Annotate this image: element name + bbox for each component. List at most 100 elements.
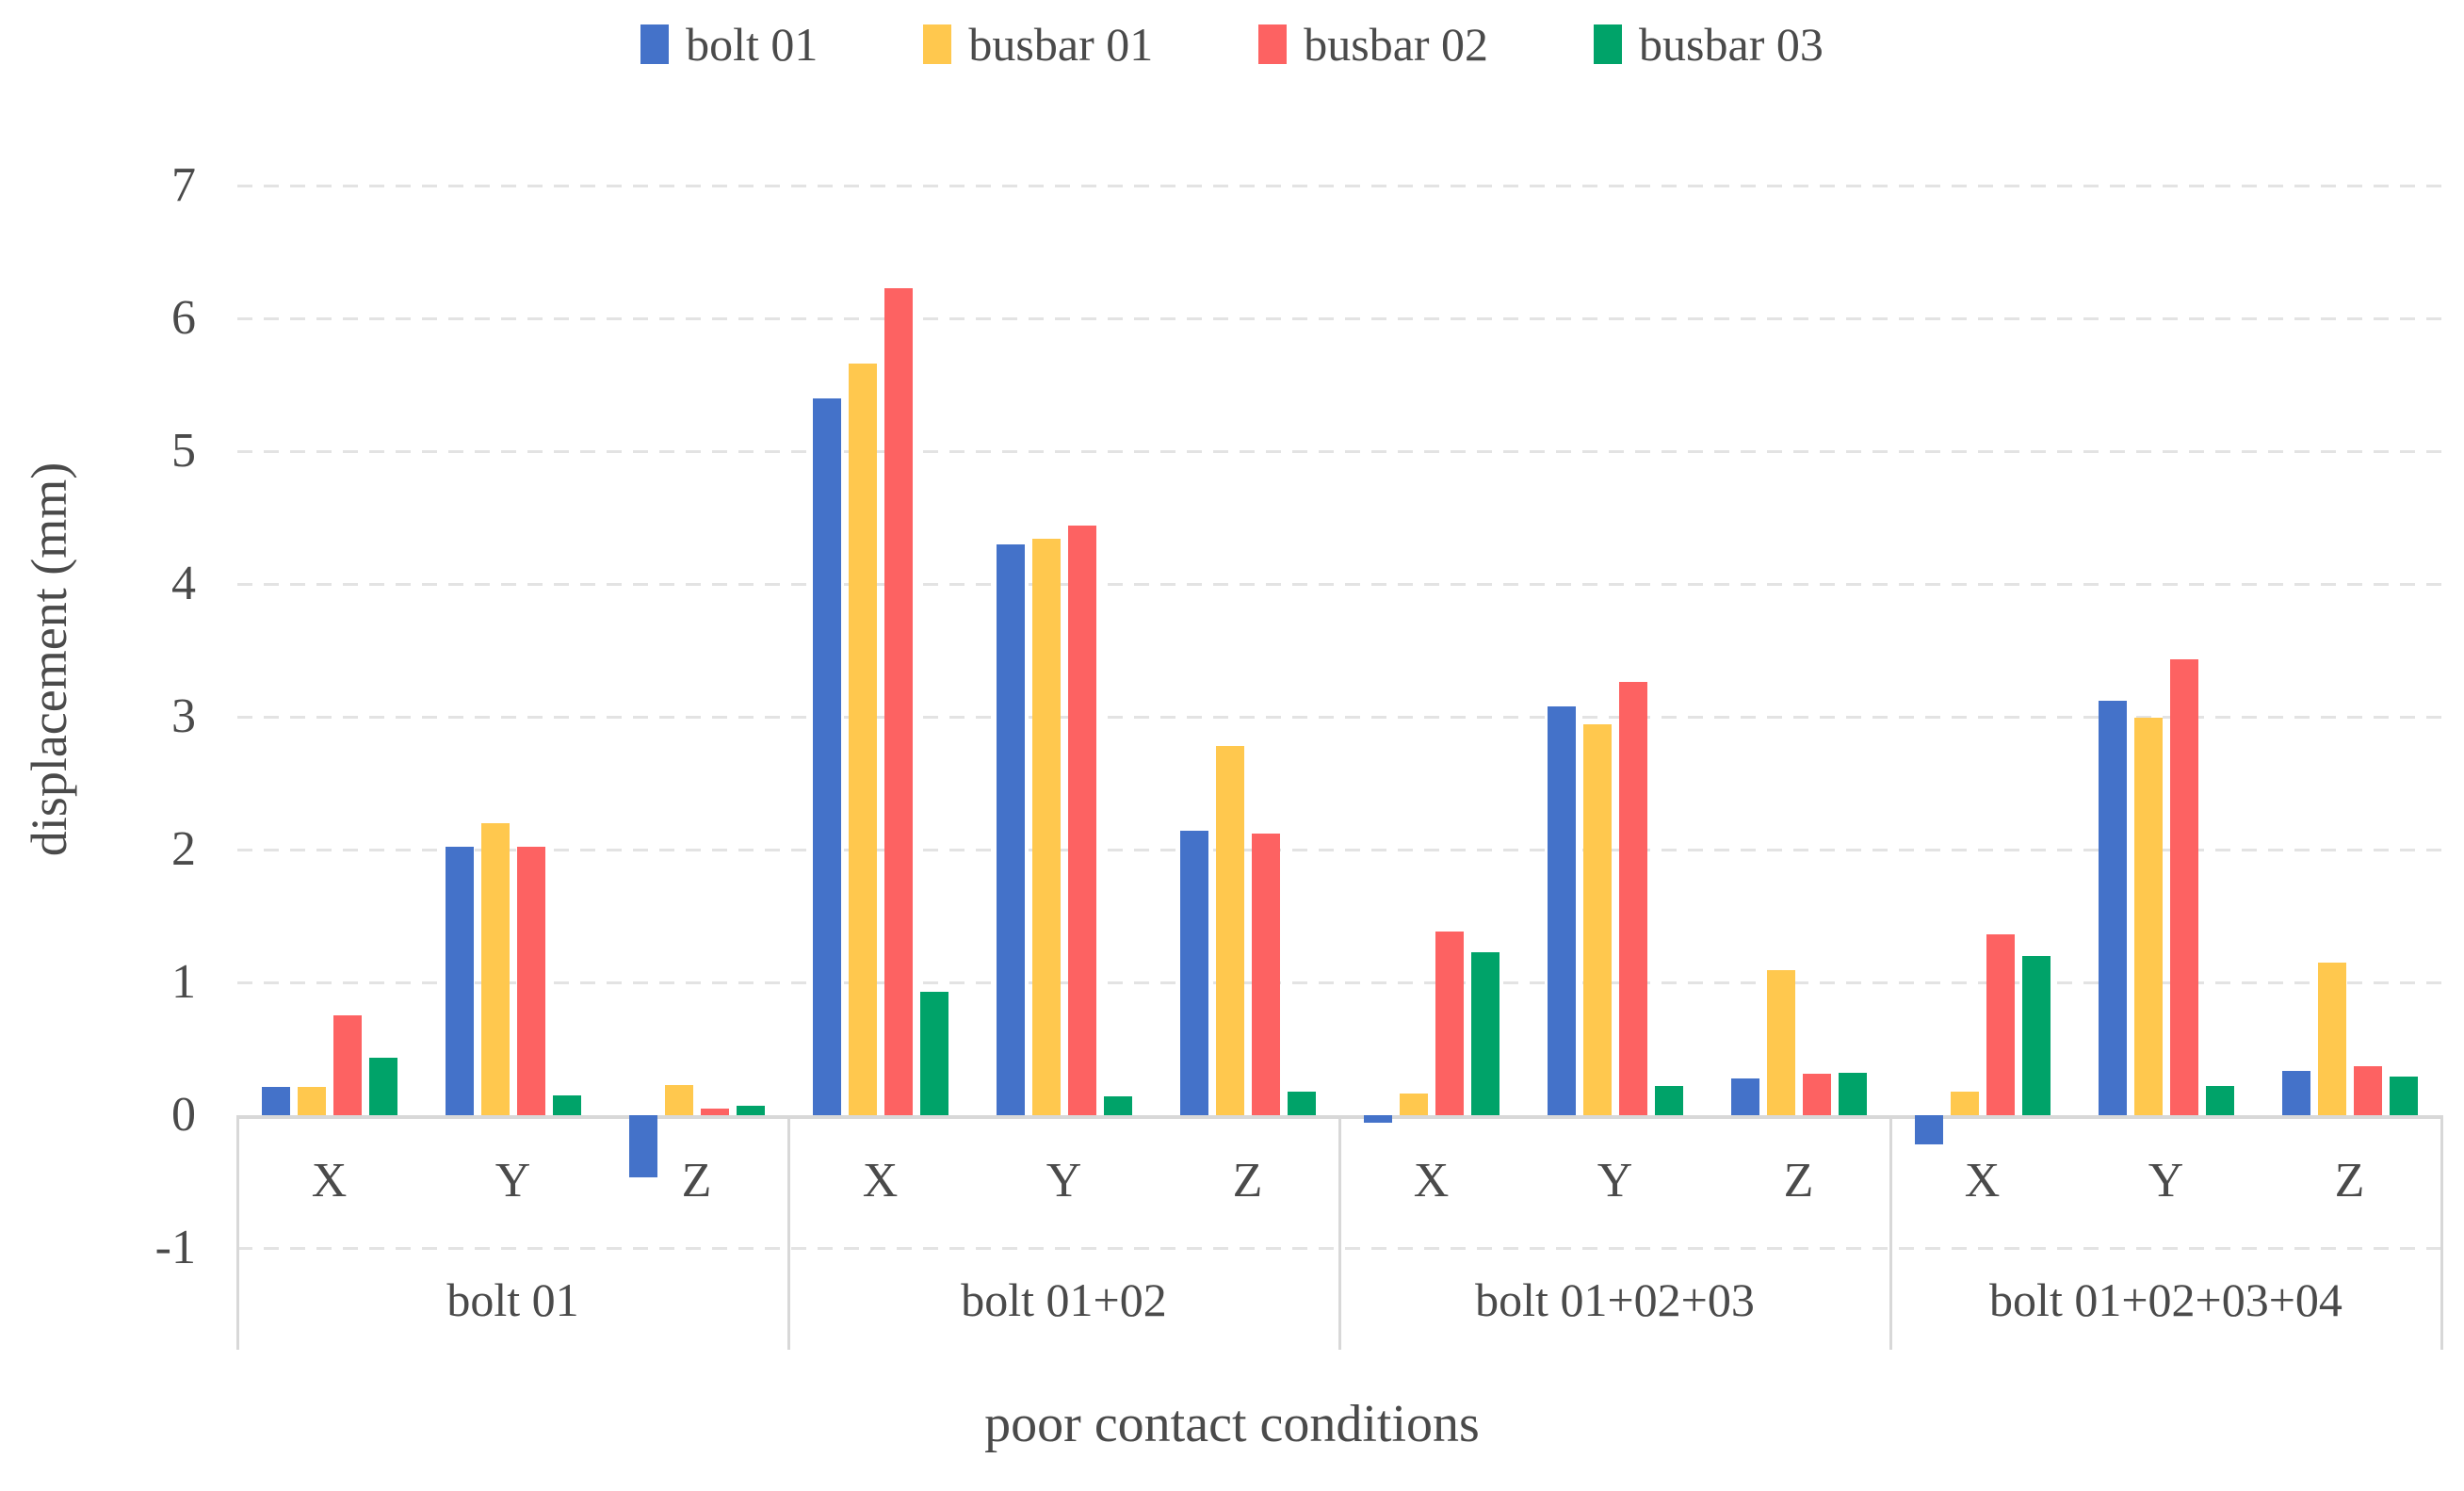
bar-busbar-03-bolt-01+02+03-X — [1470, 951, 1499, 1115]
bar-busbar-03-bolt-01+02+03-Z — [1838, 1072, 1867, 1115]
bar-busbar-02-bolt-01-Z — [700, 1108, 729, 1115]
bar-busbar-02-bolt-01+02+03-Y — [1618, 682, 1647, 1115]
legend-swatch-icon — [640, 24, 670, 64]
subcategory-label: Z — [2334, 1154, 2365, 1207]
bar-busbar-01-bolt-01-Z — [664, 1084, 693, 1115]
bar-busbar-03-bolt-01+02+03+04-Z — [2389, 1077, 2418, 1115]
legend-label: busbar 03 — [1639, 18, 1824, 71]
y-tick-label: 1 — [171, 955, 196, 1009]
bar-busbar-03-bolt-01-Y — [552, 1094, 581, 1115]
legend-swatch-icon — [1594, 24, 1623, 64]
bar-busbar-01-bolt-01-Y — [480, 822, 510, 1115]
bar-bolt-01-bolt-01+02-X — [812, 397, 841, 1115]
gridline-y-4 — [237, 583, 2441, 586]
y-axis-title: displacement (mm) — [21, 462, 77, 857]
subcategory-label: Z — [1783, 1154, 1814, 1207]
category-band-divider — [1889, 1115, 1892, 1350]
bar-busbar-02-bolt-01-X — [332, 1015, 362, 1115]
subcategory-label: X — [1964, 1154, 2001, 1207]
bar-busbar-02-bolt-01+02-Y — [1067, 525, 1096, 1115]
bar-busbar-02-bolt-01+02+03+04-Z — [2353, 1065, 2382, 1115]
subcategory-label: X — [311, 1154, 348, 1207]
legend-label: bolt 01 — [686, 18, 819, 71]
y-tick-label: 3 — [171, 689, 196, 743]
bar-busbar-03-bolt-01+02+03+04-Y — [2205, 1085, 2234, 1115]
y-tick-label: 7 — [171, 158, 196, 212]
bar-bolt-01-bolt-01+02-Y — [996, 543, 1025, 1115]
subcategory-label: Y — [1597, 1154, 1633, 1207]
gridline-y-3 — [237, 716, 2441, 719]
bar-busbar-03-bolt-01+02-Z — [1287, 1091, 1316, 1115]
bar-bolt-01-bolt-01+02+03+04-Z — [2281, 1071, 2310, 1115]
bar-bolt-01-bolt-01-X — [261, 1087, 290, 1115]
subcategory-label: X — [862, 1154, 899, 1207]
gridline-y-1 — [237, 981, 2441, 984]
bar-bolt-01-bolt-01+02+03-Y — [1547, 705, 1576, 1115]
bar-busbar-01-bolt-01+02+03-Y — [1582, 724, 1612, 1115]
legend-label: busbar 01 — [968, 18, 1154, 71]
bar-bolt-01-bolt-01+02-Z — [1179, 831, 1208, 1115]
gridline-y-7 — [237, 185, 2441, 187]
bar-busbar-03-bolt-01+02+03-Y — [1654, 1085, 1683, 1115]
bar-busbar-01-bolt-01+02-Y — [1031, 539, 1061, 1115]
y-tick-label: 5 — [171, 424, 196, 478]
gridline-y-2 — [237, 849, 2441, 851]
y-tick-label: -1 — [154, 1221, 196, 1274]
bar-busbar-01-bolt-01+02+03-X — [1399, 1094, 1428, 1115]
bar-busbar-01-bolt-01+02+03+04-Y — [2133, 718, 2163, 1115]
bar-bolt-01-bolt-01+02+03+04-X — [1914, 1115, 1943, 1145]
category-band-divider — [235, 1115, 239, 1350]
bar-busbar-02-bolt-01+02+03+04-X — [1986, 934, 2015, 1115]
bar-busbar-01-bolt-01+02+03+04-X — [1950, 1091, 1979, 1115]
bar-busbar-01-bolt-01+02+03+04-Z — [2317, 962, 2346, 1115]
legend-swatch-icon — [1258, 24, 1288, 64]
category-band-divider — [1337, 1115, 1341, 1350]
gridline-y-6 — [237, 317, 2441, 320]
legend-item: busbar 02 — [1258, 21, 1488, 68]
subcategory-label: X — [1413, 1154, 1450, 1207]
bar-bolt-01-bolt-01-Z — [628, 1115, 657, 1178]
y-tick-label: 4 — [171, 557, 196, 610]
x-axis-title: poor contact conditions — [984, 1395, 1480, 1453]
category-band-divider — [2440, 1115, 2443, 1350]
y-tick-label: 6 — [171, 291, 196, 345]
category-band-divider — [786, 1115, 790, 1350]
bar-busbar-02-bolt-01-Y — [516, 847, 545, 1115]
bar-busbar-03-bolt-01-Z — [736, 1106, 765, 1115]
bar-busbar-02-bolt-01+02+03-Z — [1802, 1074, 1831, 1115]
subcategory-label: Z — [681, 1154, 712, 1207]
bar-busbar-02-bolt-01+02-Z — [1251, 834, 1280, 1115]
legend-swatch-icon — [923, 24, 952, 64]
bar-busbar-03-bolt-01+02-X — [919, 991, 948, 1115]
y-tick-label: 0 — [171, 1088, 196, 1142]
bar-busbar-01-bolt-01+02+03-Z — [1766, 970, 1795, 1115]
bar-bolt-01-bolt-01+02+03-X — [1363, 1115, 1392, 1124]
legend-item: busbar 03 — [1594, 21, 1824, 68]
bar-busbar-02-bolt-01+02+03-X — [1435, 932, 1464, 1115]
subcategory-label: Y — [2148, 1154, 2184, 1207]
bar-busbar-03-bolt-01+02-Y — [1103, 1096, 1132, 1115]
legend-item: busbar 01 — [923, 21, 1153, 68]
group-label: bolt 01+02+03 — [1475, 1273, 1755, 1326]
bar-busbar-01-bolt-01-X — [297, 1087, 326, 1115]
legend: bolt 01 busbar 01 busbar 02 busbar 03 — [0, 21, 2464, 68]
y-tick-label: 2 — [171, 822, 196, 876]
bar-busbar-01-bolt-01+02-X — [848, 363, 877, 1115]
legend-label: busbar 02 — [1304, 18, 1489, 71]
subcategory-label: Y — [1046, 1154, 1082, 1207]
group-label: bolt 01 — [446, 1273, 579, 1326]
bar-busbar-03-bolt-01-X — [368, 1058, 397, 1115]
subcategory-label: Z — [1232, 1154, 1263, 1207]
bar-bolt-01-bolt-01+02+03+04-Y — [2098, 701, 2127, 1115]
group-label: bolt 01+02+03+04 — [1989, 1273, 2342, 1326]
bar-busbar-03-bolt-01+02+03+04-X — [2021, 955, 2051, 1115]
bar-bolt-01-bolt-01-Y — [445, 847, 474, 1115]
bar-busbar-02-bolt-01+02-X — [883, 287, 913, 1115]
bar-busbar-02-bolt-01+02+03+04-Y — [2169, 659, 2198, 1115]
subcategory-label: Y — [494, 1154, 531, 1207]
bar-busbar-01-bolt-01+02-Z — [1215, 746, 1244, 1115]
legend-item: bolt 01 — [640, 21, 818, 68]
bar-bolt-01-bolt-01+02+03-Z — [1730, 1078, 1759, 1115]
